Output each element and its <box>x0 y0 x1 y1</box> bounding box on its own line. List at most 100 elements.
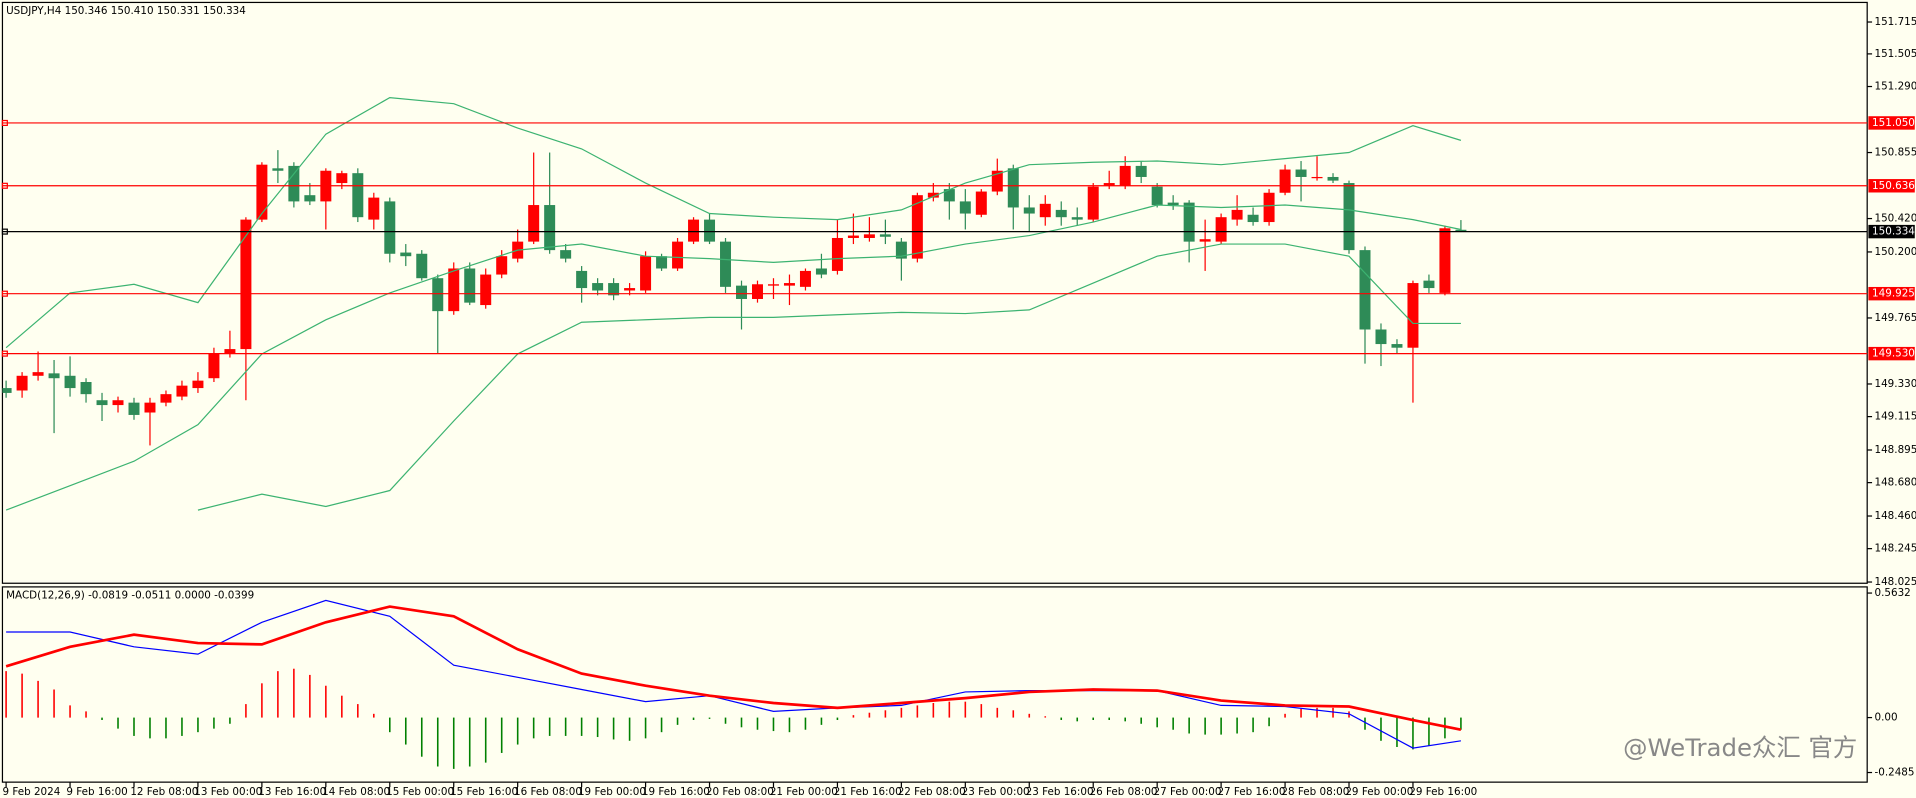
candle-body <box>240 219 252 350</box>
candle-body <box>751 284 763 299</box>
candle-body <box>416 253 428 279</box>
candle-body <box>128 402 140 415</box>
macd-panel <box>1 586 1868 783</box>
level-label: 149.530 <box>1872 348 1915 360</box>
candle-body <box>1423 280 1435 289</box>
x-tick-label: 23 Feb 16:00 <box>1026 786 1094 798</box>
candle-body <box>16 375 28 391</box>
x-tick-label: 22 Feb 08:00 <box>898 786 966 798</box>
y-tick-label: 151.715 <box>1875 16 1916 28</box>
candle-body <box>959 201 971 214</box>
candle-body <box>224 349 236 354</box>
candle-body <box>528 205 540 242</box>
candle-body <box>1023 207 1035 214</box>
y-tick-label: 0.00 <box>1875 712 1898 724</box>
candle-body <box>815 268 827 275</box>
y-tick-label: 148.460 <box>1875 510 1916 522</box>
candle-body <box>256 164 268 220</box>
y-tick-label: 148.245 <box>1875 543 1916 555</box>
candle-body <box>1215 217 1227 242</box>
x-tick-label: 26 Feb 08:00 <box>1090 786 1158 798</box>
candle-body <box>975 191 987 215</box>
candle-body <box>1103 183 1115 186</box>
candle-body <box>767 284 779 286</box>
candle-body <box>672 241 684 269</box>
candle-body <box>783 283 795 286</box>
x-tick-label: 29 Feb 00:00 <box>1345 786 1413 798</box>
candle-body <box>1343 183 1355 251</box>
candle-body <box>272 168 284 171</box>
candle-body <box>432 278 444 312</box>
candle-body <box>1359 250 1371 330</box>
candle-body <box>943 189 955 202</box>
watermark: @WeTrade众汇 官方 <box>1623 733 1857 762</box>
indicator-line <box>5 96 1462 349</box>
candle-body <box>1407 283 1419 348</box>
candle-body <box>1263 192 1275 223</box>
candle-body <box>464 268 476 303</box>
level-label: 150.636 <box>1872 180 1915 192</box>
candle-body <box>1455 229 1467 232</box>
indicator-line <box>5 204 1462 511</box>
candle-body <box>736 285 747 299</box>
level-label: 149.925 <box>1872 288 1915 300</box>
candle-body <box>1151 186 1163 206</box>
candle-body <box>544 205 556 251</box>
x-tick-label: 21 Feb 16:00 <box>834 786 902 798</box>
candle-body <box>160 394 172 403</box>
level-label-bg <box>1868 224 1915 239</box>
level-label: 150.334 <box>1872 226 1915 238</box>
candle-body <box>560 250 572 259</box>
level-marker <box>1 350 8 357</box>
candle-body <box>1295 169 1307 177</box>
x-tick-label: 12 Feb 08:00 <box>130 786 198 798</box>
candle-body <box>1391 344 1403 348</box>
x-tick-label: 23 Feb 00:00 <box>962 786 1030 798</box>
histogram <box>5 668 1462 769</box>
candle-body <box>32 372 44 376</box>
y-tick-label: 148.025 <box>1875 576 1916 588</box>
y-tick-label: 151.505 <box>1875 48 1916 60</box>
candle-body <box>1231 209 1243 220</box>
candle-body <box>288 165 300 202</box>
candle-body <box>1119 165 1131 186</box>
candle-body <box>895 241 907 259</box>
candle-body <box>704 219 716 242</box>
candle-body <box>640 256 652 291</box>
candle-body <box>831 237 843 271</box>
y-tick-label: 150.855 <box>1875 147 1916 159</box>
candle-body <box>1439 228 1451 293</box>
candle-body <box>688 219 700 242</box>
level-marker <box>1 182 8 189</box>
candle-body <box>1055 209 1067 218</box>
candle-body <box>847 235 859 238</box>
level-label-bg <box>1868 286 1915 301</box>
candle-body <box>927 192 939 198</box>
x-tick-label: 27 Feb 16:00 <box>1217 786 1285 798</box>
candle-body <box>144 402 156 413</box>
candle-body <box>656 256 668 269</box>
level-marker <box>1 228 8 235</box>
candle-body <box>1183 202 1195 242</box>
macd-header: MACD(12,26,9) -0.0819 -0.0511 0.0000 -0.… <box>6 589 254 601</box>
chart-header: USDJPY,H4 150.346 150.410 150.331 150.33… <box>6 5 246 17</box>
x-tick-label: 15 Feb 00:00 <box>386 786 454 798</box>
candle-body <box>799 270 811 287</box>
candle-body <box>2 388 12 393</box>
level-label-bg <box>1868 346 1915 361</box>
indicator-line <box>6 599 1462 749</box>
level-marker <box>1 119 8 126</box>
candle-body <box>720 241 732 287</box>
lines <box>5 96 1462 511</box>
x-tick-label: 15 Feb 16:00 <box>450 786 518 798</box>
x-tick-label: 20 Feb 08:00 <box>706 786 774 798</box>
x-tick-label: 19 Feb 00:00 <box>578 786 646 798</box>
level-marker <box>1 290 8 297</box>
candle-body <box>1039 203 1051 218</box>
x-tick-label: 13 Feb 16:00 <box>258 786 326 798</box>
y-tick-label: 149.330 <box>1875 378 1916 390</box>
candle-body <box>384 201 396 254</box>
candle-body <box>368 197 380 220</box>
candle-body <box>1007 168 1019 208</box>
